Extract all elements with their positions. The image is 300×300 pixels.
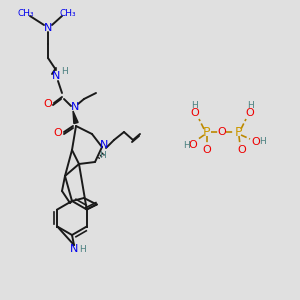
Text: O: O <box>246 108 254 118</box>
Text: H: H <box>260 137 266 146</box>
Text: P: P <box>234 125 242 139</box>
Text: O: O <box>54 128 62 138</box>
Text: N: N <box>71 102 79 112</box>
Text: O: O <box>190 108 200 118</box>
Text: CH₃: CH₃ <box>18 10 34 19</box>
Text: H: H <box>79 244 86 253</box>
Polygon shape <box>73 111 78 124</box>
Text: O: O <box>44 99 52 109</box>
Text: N: N <box>100 140 108 150</box>
Text: N: N <box>70 244 78 254</box>
Text: N: N <box>44 23 52 33</box>
Text: O: O <box>252 137 260 147</box>
Text: CH₃: CH₃ <box>60 10 76 19</box>
Text: P: P <box>203 125 211 139</box>
Text: H: H <box>100 152 106 160</box>
Text: H: H <box>61 68 68 76</box>
Text: O: O <box>189 140 197 150</box>
Text: O: O <box>218 127 226 137</box>
Text: H: H <box>247 100 254 109</box>
Text: O: O <box>238 145 246 155</box>
Text: O: O <box>202 145 211 155</box>
Text: N: N <box>52 71 60 81</box>
Text: H: H <box>183 140 189 149</box>
Text: H: H <box>192 100 198 109</box>
